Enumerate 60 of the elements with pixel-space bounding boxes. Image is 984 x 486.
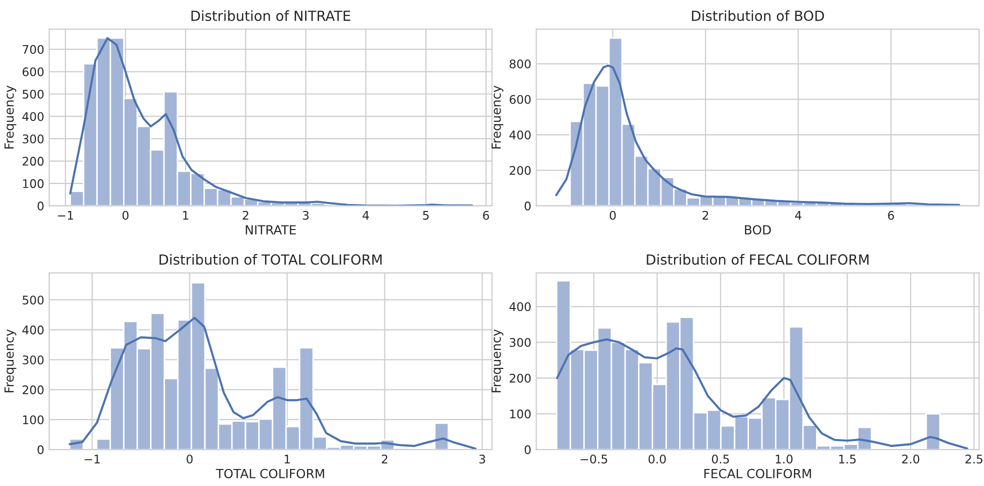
y-tick-label: 100	[23, 179, 44, 188]
y-tick-label: 800	[510, 60, 531, 68]
x-tick-label: 1	[284, 454, 290, 464]
y-tick-label: 300	[22, 134, 44, 144]
y-tick-label: 0	[524, 445, 531, 454]
chart-title: Distribution of TOTAL COLIFORM	[160, 254, 382, 265]
x-tick-label: 5	[423, 211, 429, 220]
chart-title: Distribution of NITRATE	[191, 10, 350, 22]
x-tick-label: 1	[183, 211, 188, 220]
x-tick-label: 2	[382, 454, 388, 464]
y-tick-label: 300	[510, 338, 531, 347]
x-tick-label: 6	[483, 210, 490, 220]
y-tick-label: 300	[22, 355, 44, 364]
x-axis-title: FECAL COLIFORM	[704, 468, 811, 478]
x-tick-label: 0	[186, 454, 193, 464]
x-tick-label: 2	[702, 210, 708, 220]
y-tick-label: 0	[38, 202, 44, 210]
x-tick-label: 4	[362, 211, 369, 220]
y-tick-label: 200	[22, 156, 44, 166]
y-tick-label: 100	[510, 410, 531, 418]
y-tick-label: 500	[22, 296, 44, 305]
chart-title: Distribution of BOD	[692, 10, 824, 22]
y-tick-label: 200	[510, 374, 531, 383]
x-tick-label: −1	[84, 454, 100, 464]
x-tick-label: 2.0	[902, 454, 920, 464]
x-tick-label: 0	[610, 210, 616, 220]
y-tick-label: 600	[510, 95, 531, 104]
x-axis-title: BOD	[744, 225, 771, 235]
x-tick-label: 0	[122, 210, 128, 220]
y-tick-label: 400	[22, 112, 44, 122]
x-tick-label: 2.5	[965, 454, 982, 464]
y-axis-title: Frequency	[4, 329, 16, 392]
x-axis-title: TOTAL COLIFORM	[216, 468, 324, 478]
y-tick-label: 200	[510, 166, 531, 175]
x-tick-label: 6	[888, 210, 894, 220]
y-tick-label: 500	[22, 90, 44, 99]
x-tick-label: 3	[302, 210, 309, 220]
y-tick-label: 200	[22, 385, 44, 394]
y-axis-title: Frequency	[492, 329, 504, 392]
x-tick-label: 3	[479, 454, 486, 464]
x-tick-label: 4	[795, 211, 802, 220]
y-axis-title: Frequency	[4, 86, 16, 149]
y-tick-label: 400	[509, 302, 531, 312]
x-tick-label: 0.0	[648, 454, 666, 464]
chart-title: Distribution of FECAL COLIFORM	[646, 254, 869, 265]
x-tick-label: −1	[58, 211, 74, 220]
x-tick-label: −0.5	[580, 454, 608, 464]
y-tick-label: 0	[38, 445, 44, 454]
x-tick-label: 1.5	[839, 454, 856, 464]
y-axis-title: Frequency	[492, 86, 504, 149]
y-tick-label: 400	[509, 130, 531, 140]
x-axis-title: NITRATE	[246, 225, 296, 234]
y-tick-label: 0	[524, 202, 531, 210]
y-tick-label: 400	[22, 326, 44, 334]
x-tick-label: 0.5	[712, 454, 729, 464]
x-tick-label: 2	[242, 210, 248, 220]
y-tick-label: 100	[23, 415, 44, 424]
y-tick-label: 700	[22, 45, 44, 54]
x-tick-label: 1.0	[776, 454, 793, 464]
y-tick-label: 600	[22, 67, 44, 76]
